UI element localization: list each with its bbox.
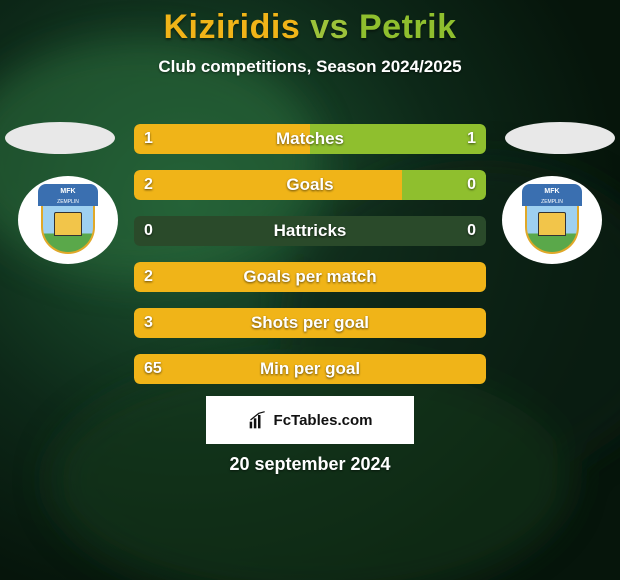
club-badge-right: MFK ZEMPLIN (502, 176, 602, 264)
stat-row: 00Hattricks (134, 216, 486, 246)
club-castle-icon (538, 212, 566, 236)
stat-label: Goals per match (134, 262, 486, 292)
infographic-date: 20 september 2024 (0, 454, 620, 475)
stat-row: 3Shots per goal (134, 308, 486, 338)
stat-label: Matches (134, 124, 486, 154)
club-crest-left: MFK ZEMPLIN (38, 184, 98, 256)
stat-label: Shots per goal (134, 308, 486, 338)
player-photo-right (505, 122, 615, 154)
title-player2: Petrik (359, 8, 457, 46)
fctables-logo-icon (248, 410, 268, 430)
club-subname-left: ZEMPLIN (38, 198, 98, 206)
stat-label: Hattricks (134, 216, 486, 246)
club-subname-right: ZEMPLIN (522, 198, 582, 206)
title-vs: vs (310, 8, 349, 46)
brand-text: FcTables.com (274, 412, 373, 429)
comparison-title: Kiziridis vs Petrik (0, 0, 620, 47)
stat-bars: 11Matches 20Goals 00Hattricks 2Goals per ma… (134, 124, 486, 400)
season-subtitle: Club competitions, Season 2024/2025 (0, 57, 620, 77)
club-castle-icon (54, 212, 82, 236)
club-crest-right: MFK ZEMPLIN (522, 184, 582, 256)
club-badge-left: MFK ZEMPLIN (18, 176, 118, 264)
stat-row: 65Min per goal (134, 354, 486, 384)
club-shield-left (41, 206, 95, 254)
stat-label: Min per goal (134, 354, 486, 384)
stat-label: Goals (134, 170, 486, 200)
player-photo-left (5, 122, 115, 154)
title-player1: Kiziridis (164, 8, 301, 46)
club-name-left: MFK (38, 184, 98, 198)
brand-box: FcTables.com (206, 396, 414, 444)
club-shield-right (525, 206, 579, 254)
club-name-right: MFK (522, 184, 582, 198)
stat-row: 11Matches (134, 124, 486, 154)
stat-row: 20Goals (134, 170, 486, 200)
stat-row: 2Goals per match (134, 262, 486, 292)
